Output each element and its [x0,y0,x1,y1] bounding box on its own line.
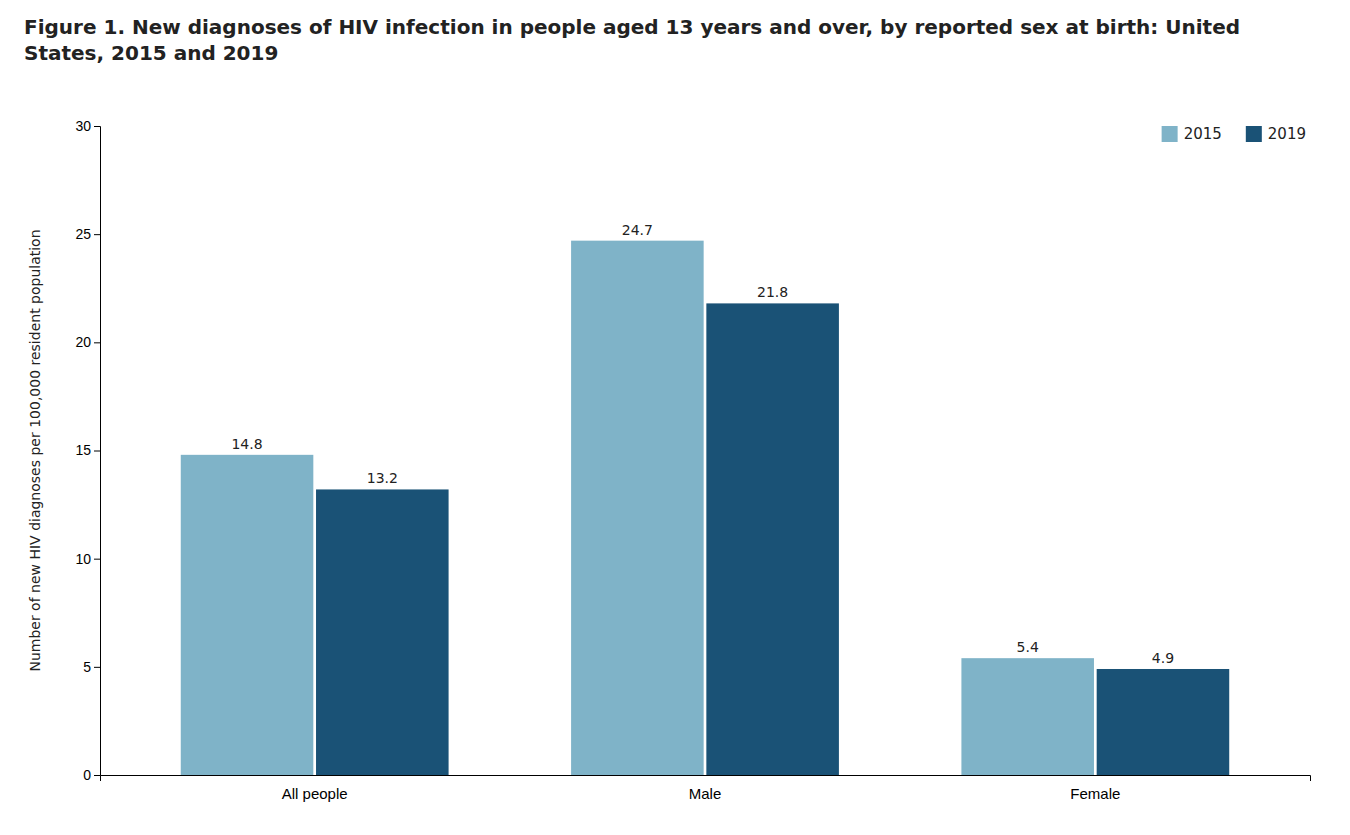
data-label: 24.7 [622,222,653,238]
x-tick-label: Male [689,785,722,802]
x-tick-label: Female [1070,785,1120,802]
y-tick-label: 10 [75,551,91,567]
y-tick-mark [94,342,100,343]
data-label: 13.2 [367,470,398,486]
y-tick-label: 30 [75,118,91,134]
plot: 14.8 24.7 5.4 13.2 21.8 4.9 0 5 10 15 20 25 30 All pe… [27,118,1311,802]
legend-item: 2019 [1246,125,1306,143]
title-line: States, 2015 and 2019 [24,41,278,65]
y-tick: 0 [83,767,100,783]
data-label: 21.8 [757,284,788,300]
bar [961,658,1094,775]
x-axis-line [101,776,1311,782]
y-tick-mark [94,234,100,235]
x-tick: All people [282,775,348,802]
y-tick-mark [94,559,100,560]
x-axis: All people Male Female [101,775,1311,802]
y-tick: 25 [75,226,100,242]
bars [181,241,1229,775]
y-tick-label: 5 [83,659,91,675]
bar [571,241,704,775]
legend-item: 2015 [1162,125,1222,143]
legend: 2015 2019 [1162,125,1306,143]
x-tick-label: All people [282,785,348,802]
y-tick: 20 [75,334,100,350]
legend-label: 2019 [1268,125,1306,143]
x-tick: Female [1070,775,1120,802]
y-tick: 30 [75,118,100,134]
y-tick-label: 25 [75,226,91,242]
y-tick-label: 0 [83,767,91,783]
title-line: Figure 1. New diagnoses of HIV infection… [24,15,1240,39]
y-axis-title: Number of new HIV diagnoses per 100,000 … [27,229,43,671]
y-tick: 5 [83,659,100,675]
y-tick-label: 20 [75,334,91,350]
y-tick-label: 15 [75,442,91,458]
data-labels: 14.8 24.7 5.4 13.2 21.8 4.9 [231,222,1174,666]
legend-swatch [1246,126,1262,142]
data-label: 4.9 [1152,650,1174,666]
y-tick: 15 [75,442,100,458]
bar [181,455,314,775]
data-label: 5.4 [1017,639,1039,655]
y-tick-mark [94,667,100,668]
y-tick-mark [94,775,100,776]
chart: Figure 1. New diagnoses of HIV infection… [0,0,1350,835]
bar [706,303,839,775]
legend-swatch [1162,126,1178,142]
y-tick-mark [94,126,100,127]
bar [316,489,449,775]
y-axis: 0 5 10 15 20 25 30 [75,118,100,783]
bar [1097,669,1230,775]
x-tick: Male [689,775,722,802]
y-axis-line [94,127,101,776]
y-tick-mark [94,451,100,452]
data-label: 14.8 [231,436,262,452]
legend-label: 2015 [1184,125,1222,143]
bar-series [181,241,1094,775]
bar-series [316,303,1229,775]
title: Figure 1. New diagnoses of HIV infection… [24,15,1240,65]
y-tick: 10 [75,551,100,567]
